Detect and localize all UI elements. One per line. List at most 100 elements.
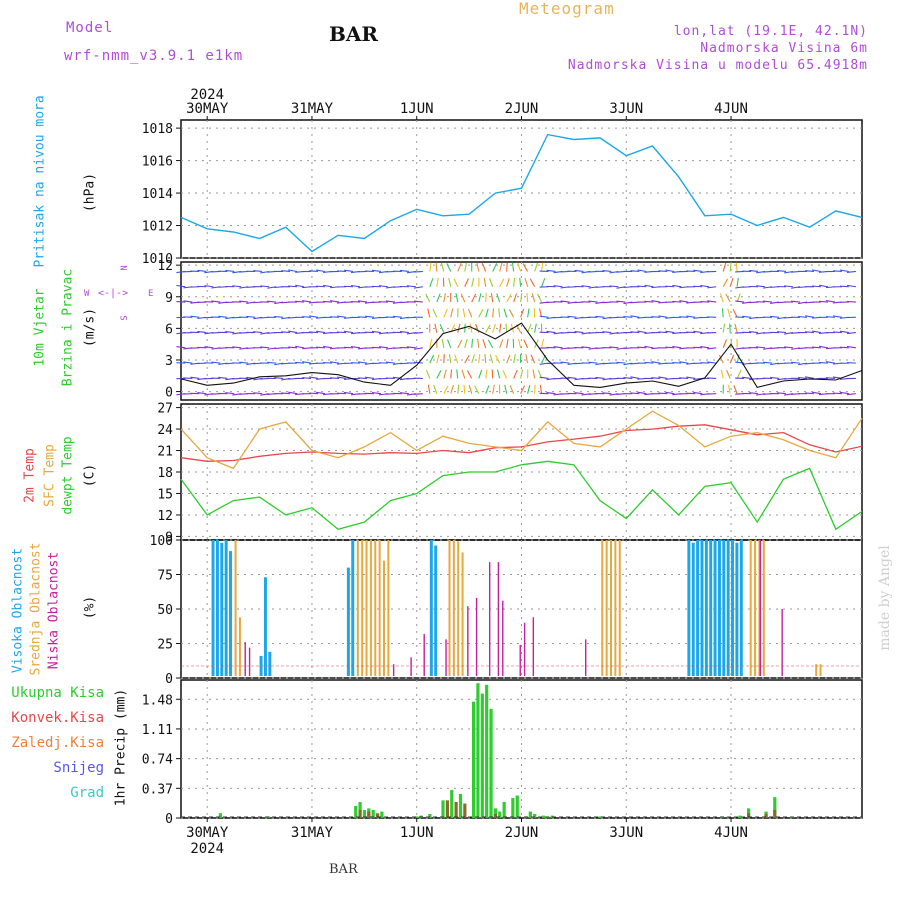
wind-arrow [509, 385, 515, 394]
wind-tick-label: 0 [165, 386, 173, 401]
pressure-tick-label: 1010 [142, 252, 173, 267]
wind-arrow [644, 284, 654, 288]
wind-arrow [812, 391, 822, 395]
total-precip-bar [471, 701, 476, 818]
wind-arrow [337, 376, 347, 379]
wind-arrow [478, 309, 484, 318]
high-cloud-bar [429, 540, 433, 676]
cloud-tick-label: 0 [165, 672, 173, 687]
wind-arrow [595, 376, 605, 379]
wind-arrow [413, 332, 423, 334]
wind-arrow [513, 369, 518, 379]
wind-arrow [485, 308, 489, 318]
wind-arrow [811, 346, 822, 349]
mid-cloud-bar [618, 540, 621, 676]
wind-arrow [492, 384, 495, 394]
wind-arrow [846, 270, 856, 273]
high-cloud-bar [346, 567, 350, 676]
wind-arrow [735, 300, 745, 303]
wind-tick-label: 9 [165, 291, 173, 306]
wind-arrow [527, 324, 532, 333]
wind-arrow [839, 346, 849, 349]
total-precip-bar [441, 800, 445, 818]
high-cloud-bar [739, 540, 743, 676]
wind-arrow [700, 284, 710, 288]
wind-arrow [553, 346, 563, 349]
wind-arrow [281, 392, 291, 395]
mid-cloud-bar [387, 540, 390, 676]
total-precip-bar [428, 813, 432, 818]
wind-arrow [176, 346, 186, 349]
wind-arrow [574, 392, 584, 395]
total-precip-bar [485, 684, 489, 818]
wind-arrow [546, 330, 556, 334]
convective-precip-bar [375, 813, 380, 818]
wind-arrow [805, 315, 815, 318]
total-precip-bar [528, 811, 532, 818]
wind-arrow [413, 286, 423, 289]
wind-arrow [176, 284, 186, 288]
wind-arrow [825, 361, 836, 364]
total-precip-bar [533, 813, 537, 818]
wind-arrow [531, 293, 536, 303]
wind-arrow [839, 285, 849, 288]
wind-arrow [726, 369, 731, 379]
mid-cloud-bar [361, 540, 364, 676]
wind-arrow [686, 376, 696, 379]
wind-arrow [302, 316, 312, 318]
wind-arrow [588, 300, 598, 303]
low-cloud-bar [244, 642, 246, 676]
wind-arrow [513, 354, 516, 364]
wind-arrow [546, 391, 556, 395]
wind-arrow [506, 354, 511, 364]
wind-arrow [770, 376, 780, 379]
pressure-tick-label: 1014 [142, 187, 173, 202]
total-precip-bar [498, 811, 502, 818]
wind-arrow [567, 376, 577, 379]
wind-arrow [504, 384, 508, 394]
wind-arrow [541, 278, 546, 287]
wind-arrow [527, 384, 531, 394]
wind-arrow [727, 384, 731, 394]
temperature-tick-label: 15 [157, 487, 173, 502]
wind-arrow [527, 308, 530, 318]
wind-arrow [450, 384, 454, 394]
wind-arrow [637, 269, 647, 273]
wind-arrow [707, 286, 717, 289]
wind-arrow [190, 315, 200, 318]
wind-arrow [602, 392, 612, 395]
wind-arrow [260, 285, 270, 288]
wind-arrow [288, 285, 298, 288]
total-precip-bar [450, 789, 454, 818]
wind-arrow [508, 309, 515, 318]
temperature-tick-label: 21 [157, 445, 173, 460]
wind-arrow [413, 300, 423, 303]
high-cloud-bar [220, 542, 224, 676]
wind-arrow [658, 270, 668, 273]
wind-arrow [763, 361, 773, 364]
low-cloud-bar [585, 639, 587, 676]
high-cloud-bar [215, 540, 219, 676]
wind-arrow [232, 285, 242, 288]
mid-cloud-bar [601, 540, 604, 676]
wind-arrow [693, 391, 703, 395]
wind-arrow [288, 346, 298, 349]
wind-arrow [519, 277, 522, 287]
low-cloud-bar [519, 644, 521, 676]
wind-arrow [506, 262, 508, 272]
wind-arrow [446, 339, 452, 349]
total-precip-bar [380, 811, 384, 818]
wind-arrow [471, 293, 477, 303]
wind-arrow [637, 346, 647, 349]
wind-arrow [725, 293, 731, 303]
wind-arrow [281, 331, 291, 334]
low-cloud-bar [392, 664, 395, 676]
wind-arrow [734, 323, 738, 333]
wind-arrow [846, 361, 856, 364]
low-cloud-bar [488, 562, 491, 676]
total-precip-bar [476, 683, 480, 818]
wind-arrow [825, 377, 835, 379]
total-precip-bar [502, 801, 506, 818]
high-cloud-bar [726, 540, 730, 676]
temp2m-line [180, 424, 863, 462]
